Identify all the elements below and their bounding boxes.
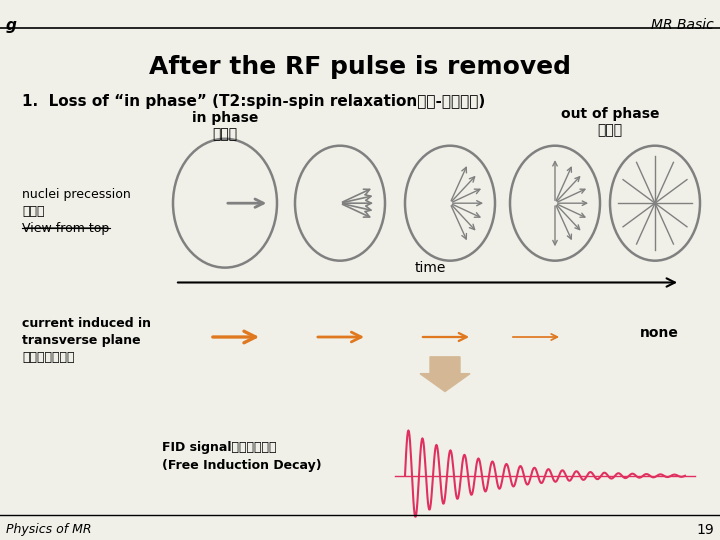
- Text: 1.  Loss of “in phase” (T2:spin-spin relaxation自旋-自旋弛象): 1. Loss of “in phase” (T2:spin-spin rela…: [22, 94, 485, 109]
- Text: After the RF pulse is removed: After the RF pulse is removed: [149, 55, 571, 78]
- Text: FID signal自由感应信号
(Free Induction Decay): FID signal自由感应信号 (Free Induction Decay): [162, 441, 322, 472]
- Text: nuclei precession
核进动
View from top: nuclei precession 核进动 View from top: [22, 188, 131, 235]
- Text: 19: 19: [696, 523, 714, 537]
- Text: in phase
同相位: in phase 同相位: [192, 111, 258, 141]
- Text: Physics of MR: Physics of MR: [6, 523, 91, 536]
- Text: current induced in
transverse plane
横轴位感应电流: current induced in transverse plane 横轴位感…: [22, 317, 151, 364]
- FancyArrow shape: [420, 357, 470, 392]
- Text: none: none: [640, 326, 679, 340]
- Text: MR Basic: MR Basic: [652, 18, 714, 32]
- Text: time: time: [414, 261, 446, 274]
- Text: g: g: [6, 18, 17, 33]
- Text: out of phase
失相位: out of phase 失相位: [561, 107, 660, 137]
